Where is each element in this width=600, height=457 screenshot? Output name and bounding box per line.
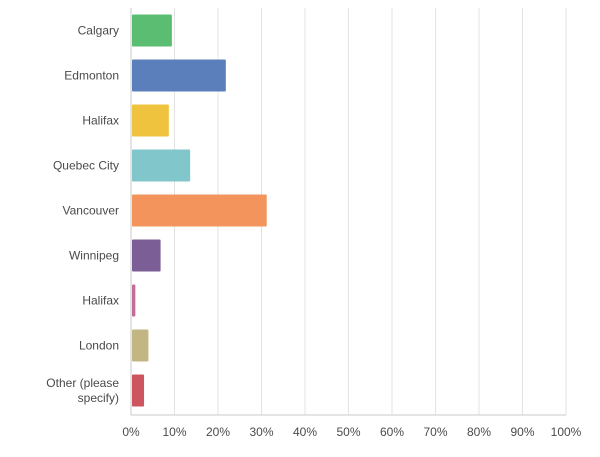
bar (132, 284, 136, 317)
bar (132, 194, 267, 227)
x-tick-label: 0% (122, 425, 140, 439)
category-label: Edmonton (64, 69, 119, 83)
category-label: Other (please (46, 376, 119, 390)
x-tick-label: 40% (293, 425, 317, 439)
x-tick-label: 70% (423, 425, 447, 439)
category-labels: Calgary Edmonton Halifax Quebec City Vancouv… (46, 24, 119, 406)
bars (132, 14, 267, 407)
category-label: Vancouver (63, 204, 119, 218)
category-label: London (79, 339, 119, 353)
bar (132, 149, 191, 182)
category-label: Halifax (82, 294, 119, 308)
bar (132, 329, 149, 362)
x-tick-labels: 0% 10% 20% 30% 40% 50% 60% 70% 80% 90% 100% (122, 425, 581, 439)
bar (132, 374, 145, 407)
x-tick-label: 50% (336, 425, 360, 439)
x-tick-label: 100% (551, 425, 582, 439)
bar (132, 59, 226, 92)
category-label: Quebec City (53, 159, 119, 173)
x-tick-label: 20% (206, 425, 230, 439)
bar (132, 14, 172, 47)
category-label: specify) (78, 391, 119, 405)
category-label: Calgary (78, 24, 119, 38)
x-tick-label: 80% (467, 425, 491, 439)
x-tick-label: 10% (162, 425, 186, 439)
bar (132, 104, 169, 137)
category-label: Halifax (82, 114, 119, 128)
x-tick-label: 90% (510, 425, 534, 439)
x-tick-label: 60% (380, 425, 404, 439)
category-label: Winnipeg (69, 249, 119, 263)
x-tick-label: 30% (249, 425, 273, 439)
bar (132, 239, 161, 272)
